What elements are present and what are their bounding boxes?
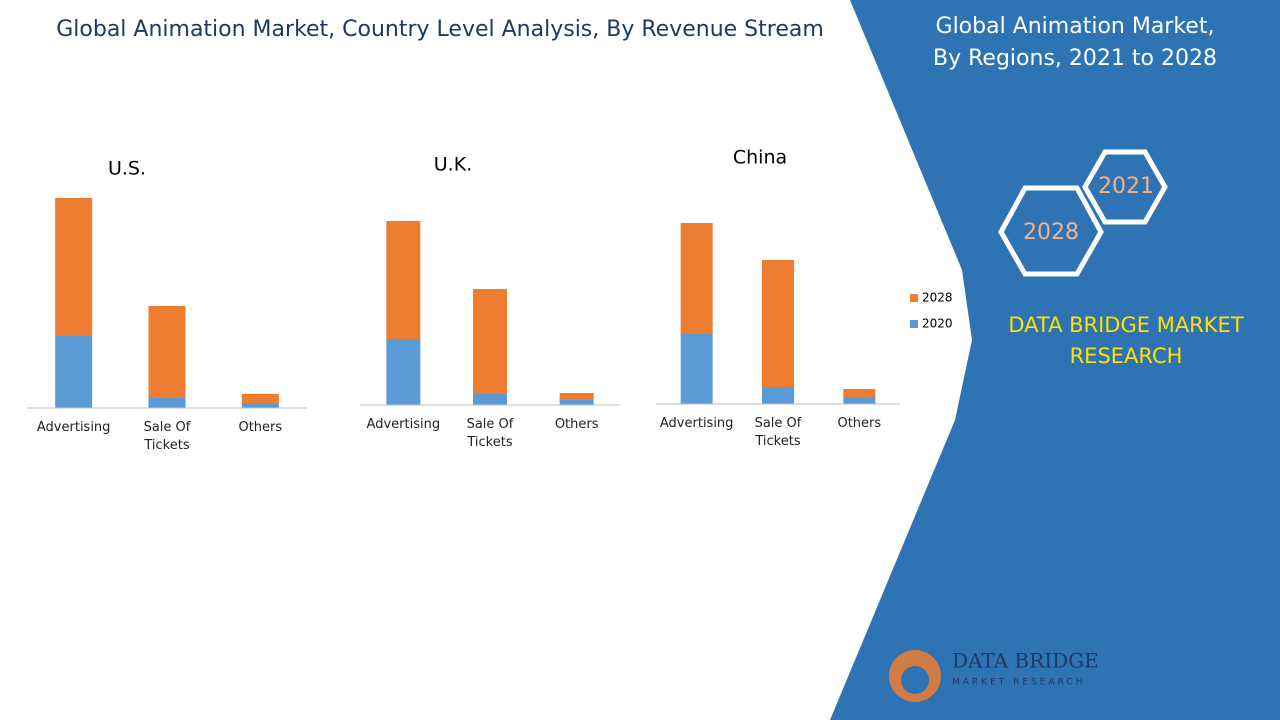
x-tick-label: Sale Of Tickets <box>143 420 191 453</box>
legend-swatch <box>910 294 918 302</box>
x-tick-label: Advertising <box>36 420 111 435</box>
x-tick-label: Others <box>554 417 599 432</box>
bar-segment <box>680 223 713 334</box>
side-panel <box>830 0 1280 720</box>
bar-segment <box>55 336 93 408</box>
hex-label: 2021 <box>1098 174 1154 199</box>
page-title: Global Animation Market, Country Level A… <box>56 17 824 42</box>
bar-segment <box>473 394 507 405</box>
bar-segment <box>55 198 93 336</box>
bar-segment <box>843 389 876 397</box>
hexagon <box>1082 149 1168 225</box>
panel-title: Global Animation Market, <box>935 14 1215 39</box>
chart-title: U.S. <box>108 158 146 180</box>
bar-segment <box>843 397 876 404</box>
x-tick-label: Others <box>238 420 283 435</box>
bar-segment <box>680 334 713 404</box>
bar-segment <box>386 339 421 405</box>
x-tick-label: Sale Of Tickets <box>754 416 802 449</box>
bar-segment <box>762 260 794 387</box>
bar-segment <box>148 306 186 398</box>
legend-swatch <box>910 320 918 328</box>
x-tick-label: Others <box>837 416 882 431</box>
logo-text: DATA BRIDGE <box>952 649 1099 673</box>
legend-label: 2020 <box>922 317 953 331</box>
bar-segment <box>241 403 279 408</box>
brand-text: DATA BRIDGE MARKET <box>1008 313 1243 337</box>
x-tick-label: Advertising <box>659 416 734 431</box>
bar-segment <box>241 394 279 403</box>
bar-segment <box>559 393 594 400</box>
panel-title: By Regions, 2021 to 2028 <box>933 46 1217 71</box>
hex-label: 2028 <box>1023 220 1079 245</box>
bar-segment <box>386 221 421 339</box>
brand-text: RESEARCH <box>1070 344 1183 368</box>
hexagon <box>998 185 1104 277</box>
logo-text: MARKET RESEARCH <box>952 678 1085 688</box>
bar-segment <box>559 400 594 405</box>
x-tick-label: Sale Of Tickets <box>466 417 514 450</box>
bar-segment <box>148 398 186 408</box>
logo-icon <box>901 666 929 694</box>
x-tick-label: Advertising <box>366 417 441 432</box>
bar-segment <box>762 387 794 404</box>
legend-label: 2028 <box>922 291 953 305</box>
chart-title: U.K. <box>434 154 472 176</box>
chart-title: China <box>733 147 787 169</box>
bar-segment <box>473 289 507 394</box>
